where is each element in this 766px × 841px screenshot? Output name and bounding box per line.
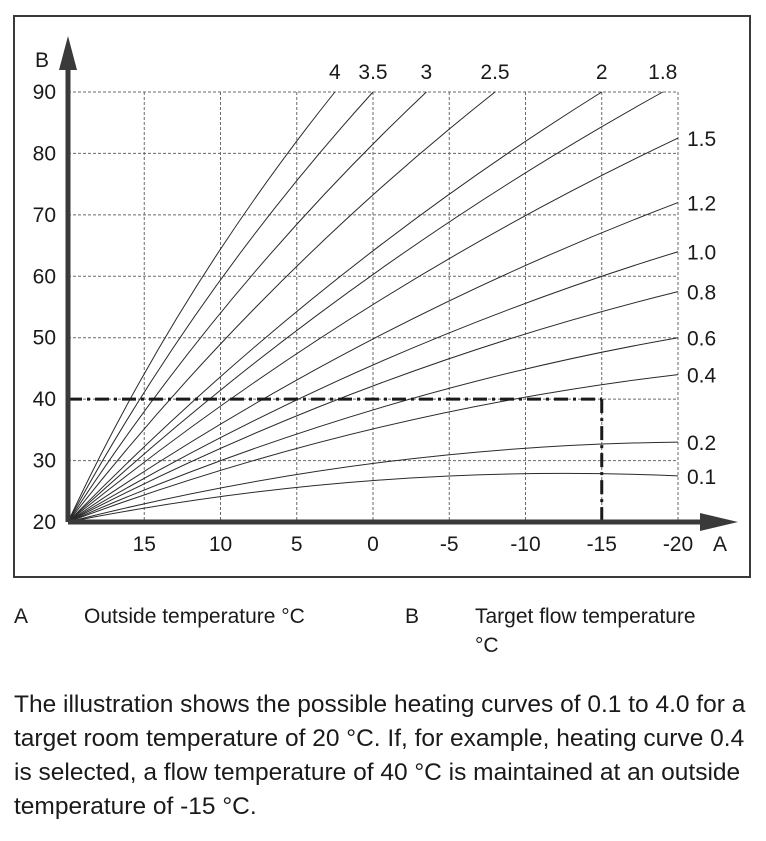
legend-b-key: B xyxy=(405,605,420,628)
heating-curve-0-1 xyxy=(67,472,679,523)
curve-label-2: 2 xyxy=(596,61,608,84)
heating-curve-3-5 xyxy=(67,91,374,523)
y-tick-label: 50 xyxy=(33,327,56,350)
curve-label-1-2: 1.2 xyxy=(687,193,716,216)
heating-curve-2-5 xyxy=(67,91,496,523)
x-tick-label: -5 xyxy=(440,533,459,556)
x-tick-label: -10 xyxy=(510,533,540,556)
heating-curve-1-5 xyxy=(67,137,679,523)
curve-label-1-0: 1.0 xyxy=(687,242,716,265)
x-tick-label: 10 xyxy=(209,533,232,556)
legend-b-text-line2: °C xyxy=(475,634,499,657)
y-tick-label: 70 xyxy=(33,204,56,227)
x-tick-label: 5 xyxy=(291,533,303,556)
x-tick-label: -15 xyxy=(587,533,617,556)
y-tick-label: 30 xyxy=(33,450,56,473)
x-tick-label: 0 xyxy=(367,533,379,556)
curve-label-0-1: 0.1 xyxy=(687,466,716,489)
heating-curve-1-2 xyxy=(67,202,679,523)
x-tick-label: -20 xyxy=(663,533,693,556)
heating-curve-0-8 xyxy=(67,291,679,523)
y-tick-label: 20 xyxy=(33,511,56,534)
y-axis-arrow xyxy=(59,36,77,70)
curve-label-4: 4 xyxy=(329,61,341,84)
curve-label-0-6: 0.6 xyxy=(687,328,716,351)
curve-label-1-8: 1.8 xyxy=(648,61,677,84)
chart-frame xyxy=(13,15,751,578)
legend-a-text: Outside temperature °C xyxy=(84,605,305,628)
curve-label-0-8: 0.8 xyxy=(687,282,716,305)
y-tick-label: 90 xyxy=(33,81,56,104)
curve-label-0-2: 0.2 xyxy=(687,432,716,455)
y-tick-label: 60 xyxy=(33,265,56,288)
x-axis-arrow xyxy=(700,513,738,531)
curve-label-1-5: 1.5 xyxy=(687,128,716,151)
curve-label-0-4: 0.4 xyxy=(687,365,717,388)
heating-curve-0-6 xyxy=(67,337,679,523)
x-tick-label: 15 xyxy=(133,533,156,556)
y-axis-label: B xyxy=(35,49,49,72)
heating-curve-3 xyxy=(67,91,427,523)
curve-label-3-5: 3.5 xyxy=(358,61,387,84)
heating-curve-4 xyxy=(67,91,336,523)
heating-curve-0-4 xyxy=(67,374,679,523)
heating-curve-1-8 xyxy=(67,91,663,523)
x-axis-label: A xyxy=(713,533,727,556)
y-tick-label: 40 xyxy=(33,388,56,411)
heating-curve-2 xyxy=(67,91,603,523)
curve-label-3: 3 xyxy=(421,61,433,84)
description-paragraph: The illustration shows the possible heat… xyxy=(14,691,746,820)
heating-curve-1-0 xyxy=(67,251,679,523)
y-tick-label: 80 xyxy=(33,142,56,165)
curve-label-2-5: 2.5 xyxy=(480,61,509,84)
legend-a-key: A xyxy=(14,605,29,628)
legend-b-text-line1: Target flow temperature xyxy=(475,605,696,628)
heating-curve-0-2 xyxy=(67,441,679,523)
